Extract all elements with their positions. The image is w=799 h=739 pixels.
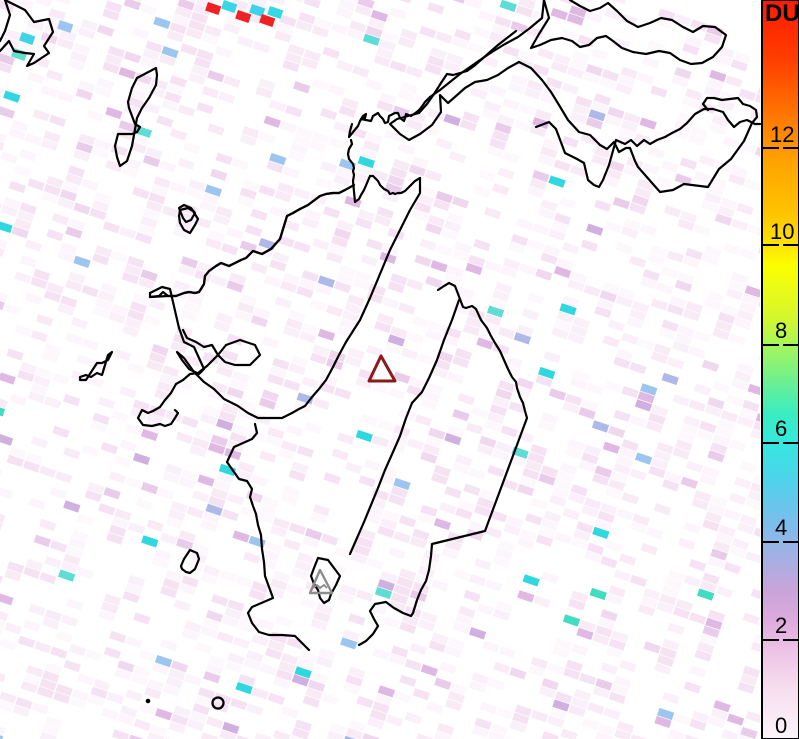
svg-text:12: 12 [770, 122, 794, 147]
svg-text:8: 8 [775, 318, 787, 343]
svg-text:DU: DU [765, 0, 799, 27]
svg-text:10: 10 [770, 219, 794, 244]
svg-text:0: 0 [775, 713, 787, 738]
svg-text:4: 4 [775, 515, 787, 540]
svg-text:2: 2 [775, 613, 787, 638]
svg-text:6: 6 [775, 416, 787, 441]
